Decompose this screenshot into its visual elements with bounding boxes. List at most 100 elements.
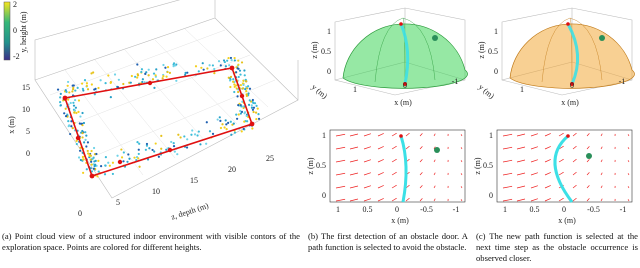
- box: [501, 7, 633, 96]
- cloud-point: [71, 90, 74, 93]
- x-tick-label: 0.5: [530, 205, 540, 214]
- cloud-point: [78, 122, 81, 125]
- vector: [391, 145, 397, 150]
- cloud-point: [151, 148, 154, 152]
- cloud-point: [238, 69, 242, 72]
- vector: [600, 159, 603, 163]
- path-function: [553, 134, 574, 203]
- goal: [570, 82, 574, 86]
- cloud-point: [194, 65, 198, 68]
- cloud-point: [229, 56, 233, 60]
- z-tick-label: 1: [327, 27, 331, 36]
- cloud-point: [165, 148, 168, 151]
- vector: [335, 133, 346, 137]
- cloud-point: [90, 83, 93, 86]
- cloud-point: [64, 115, 68, 118]
- cloud-point: [237, 113, 240, 116]
- path-function: [399, 23, 410, 85]
- vector: [544, 159, 551, 163]
- cloud-point: [252, 106, 256, 109]
- cloud-point: [71, 88, 75, 91]
- cloud-point: [161, 77, 164, 80]
- y-axis-label: y (m): [310, 82, 329, 100]
- cloud-point: [211, 64, 215, 67]
- vector: [627, 160, 630, 163]
- vector: [530, 185, 538, 189]
- cloud-point: [243, 69, 246, 72]
- vector: [558, 158, 564, 163]
- cloud-point: [219, 119, 222, 123]
- cloud-point: [73, 109, 77, 112]
- cloud-point: [92, 71, 95, 74]
- cloud-point: [72, 104, 76, 107]
- cloud-point: [223, 60, 226, 64]
- cloud-point: [254, 111, 258, 114]
- vector: [572, 158, 577, 163]
- cloud-point: [95, 152, 98, 156]
- cloud-point: [140, 68, 144, 71]
- cloud-point: [143, 81, 146, 84]
- cloud-point: [92, 146, 96, 150]
- cloud-point: [247, 92, 250, 95]
- obstacle: [599, 35, 605, 41]
- cloud-point: [211, 132, 215, 135]
- vector: [586, 172, 590, 176]
- cloud-point: [240, 61, 244, 64]
- cloud-point: [81, 124, 84, 127]
- cloud-point: [216, 118, 219, 121]
- cloud-point: [122, 151, 125, 154]
- cloud-point: [235, 87, 238, 90]
- vector: [349, 185, 359, 189]
- cloud-point: [172, 145, 176, 148]
- colorbar-tick-label: 0: [13, 26, 17, 35]
- cloud-point: [239, 73, 242, 76]
- vector: [433, 172, 436, 176]
- cloud-point: [77, 156, 81, 159]
- cloud-point: [236, 67, 239, 70]
- cloud-point: [237, 59, 240, 62]
- cloud-point: [79, 115, 82, 118]
- cloud-point: [72, 84, 75, 87]
- vector: [391, 158, 397, 163]
- cloud-point: [255, 118, 258, 121]
- vector: [349, 133, 359, 137]
- vector: [391, 184, 397, 189]
- cloud-point: [222, 59, 226, 62]
- vector: [502, 159, 513, 163]
- cloud-point: [235, 113, 238, 116]
- cloud-point: [136, 63, 139, 66]
- vector: [572, 197, 577, 202]
- cloud-point: [116, 154, 119, 157]
- x-tick-label: 0: [26, 149, 30, 158]
- cloud-point: [219, 64, 222, 67]
- z-tick-label: 15: [190, 176, 198, 185]
- x-tick-label: -0.5: [587, 205, 600, 214]
- cloud-point: [89, 158, 92, 161]
- cloud-point: [226, 59, 229, 62]
- vector: [419, 172, 423, 176]
- vector: [419, 159, 423, 163]
- cloud-point: [140, 70, 143, 74]
- start: [399, 134, 403, 138]
- vector: [433, 159, 436, 163]
- cloud-point: [76, 86, 79, 89]
- vector: [600, 198, 603, 202]
- cloud-point: [166, 66, 170, 69]
- z-axis-label: z (m): [477, 41, 486, 58]
- z-tick-label: 0: [489, 191, 493, 200]
- cloud-point: [104, 164, 107, 167]
- x-axis-label: x (m): [561, 98, 579, 107]
- cloud-point: [247, 85, 250, 88]
- cloud-point: [137, 157, 140, 160]
- vector: [460, 173, 463, 176]
- cloud-point: [120, 156, 124, 159]
- waypoint: [167, 147, 173, 153]
- vector: [516, 198, 526, 202]
- vector: [600, 172, 603, 176]
- cloud-point: [136, 141, 139, 144]
- vector: [627, 186, 630, 189]
- z-tick-label: 0: [327, 67, 331, 76]
- cloud-point: [233, 56, 236, 60]
- cloud-point: [250, 104, 253, 107]
- cloud-point: [145, 144, 149, 147]
